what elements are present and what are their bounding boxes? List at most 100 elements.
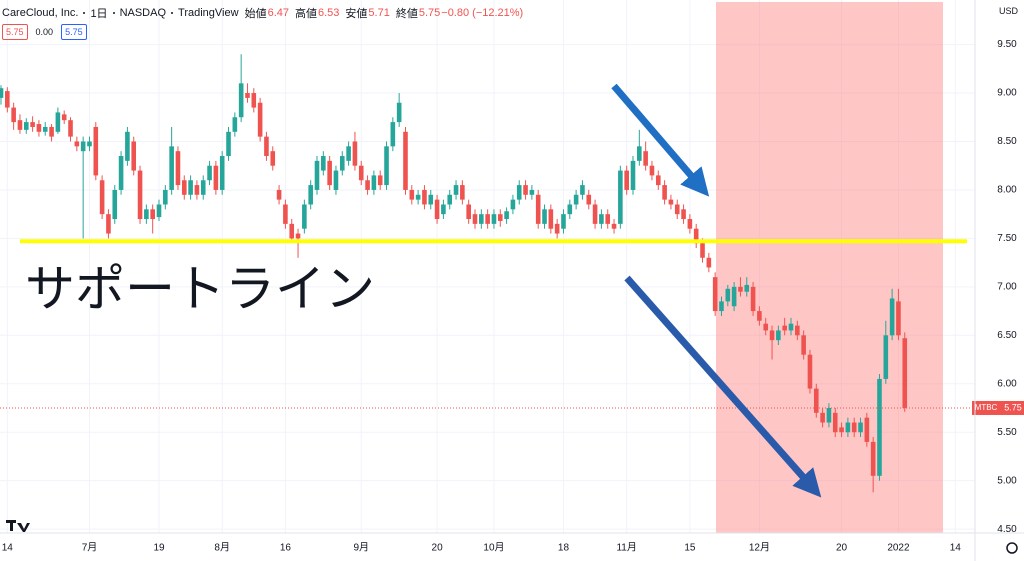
candle-body [877, 378, 882, 476]
x-tick-label: 20 [836, 543, 848, 554]
candle-body [668, 199, 674, 205]
candle-body [213, 165, 219, 190]
arrow [611, 83, 710, 197]
candle-body [23, 122, 29, 130]
candle-body [529, 189, 535, 195]
candle-body [396, 102, 402, 123]
currency[interactable]: USD [998, 6, 1018, 16]
exchange: NASDAQ [119, 7, 167, 19]
candle-body [232, 117, 238, 132]
candle-body [655, 175, 661, 186]
candle-body [491, 214, 497, 224]
x-tick-label: 19 [153, 543, 165, 554]
candle-body [295, 233, 301, 239]
candle-body [769, 330, 775, 341]
candle-body [257, 102, 263, 137]
candle-body [586, 194, 592, 205]
candle-body [485, 214, 490, 224]
x-tick-label: 16 [280, 543, 292, 554]
ohlc-label: 始値 [244, 8, 267, 20]
y-tick-label: 5.00 [997, 475, 1017, 486]
candle-body [68, 120, 73, 137]
ohlc-value: 6.47 [267, 7, 289, 19]
candle-body [630, 160, 636, 190]
candle-body [371, 175, 377, 190]
y-tick-label: 6.50 [997, 330, 1017, 341]
interval[interactable]: 1日 [90, 8, 108, 20]
symbol: CareCloud, Inc. [2, 7, 79, 19]
x-tick-label: 14 [950, 543, 962, 554]
candle-body [219, 156, 225, 190]
candle-body [150, 209, 155, 220]
candle-body [839, 427, 844, 433]
candle-body [807, 354, 813, 389]
candle-body [731, 286, 737, 307]
candle-body [750, 286, 756, 312]
ohlc-label: 終値 [395, 8, 418, 20]
candle-body [80, 141, 86, 152]
candle-body [542, 209, 547, 224]
candle-body [561, 214, 566, 229]
x-tick-label: 8月 [214, 542, 230, 554]
y-tick-label: 6.00 [997, 378, 1017, 389]
header: CareCloud, Inc. 1日 NASDAQ TradingView 始値… [2, 5, 523, 21]
candle-body [763, 323, 769, 331]
logo [6, 520, 30, 532]
candle-body [592, 204, 598, 224]
y-tick-label: 7.00 [997, 281, 1017, 292]
candle-body [858, 422, 863, 433]
x-tick-label: 9月 [353, 542, 369, 554]
candle-body [377, 175, 383, 186]
candle-body [605, 214, 611, 224]
candle-body [466, 204, 471, 220]
candle-body [504, 211, 509, 220]
x-tick-label: 14 [2, 543, 14, 554]
candle-body [788, 323, 794, 331]
y-tick-label: 9.00 [997, 88, 1017, 99]
candle-body [813, 388, 819, 413]
x-tick-label: 15 [684, 543, 696, 554]
candle-body [358, 165, 364, 181]
candle-body [649, 165, 655, 176]
candle-body [415, 194, 421, 200]
candle-body [93, 126, 99, 176]
candle-body [472, 214, 478, 224]
candle-body [289, 223, 295, 239]
overlay-layer: 9.50 9.00 8.50 8.00 7.50 7.00 6.50 6.00 5.50 5.00… [0, 39, 1024, 554]
candle-body [674, 204, 680, 215]
candle-body [339, 156, 345, 171]
candle-body [479, 214, 484, 224]
chip: 0.00 [35, 27, 54, 37]
candle-body [637, 146, 642, 161]
settings-icon[interactable] [1006, 542, 1018, 554]
candle-body [434, 199, 440, 220]
candle-body [599, 214, 604, 224]
candle-body [700, 243, 705, 258]
candle-body [864, 417, 870, 442]
candle-body [321, 156, 326, 171]
x-tick-label: 12月 [749, 542, 770, 554]
candle-body [245, 93, 250, 98]
candle-body [409, 189, 415, 200]
candle-body [662, 185, 667, 200]
annotation-text: サポートライン [25, 261, 375, 317]
candle-body [554, 223, 560, 234]
candle-body [548, 209, 554, 229]
candle-body [832, 412, 838, 433]
candle-body [188, 180, 193, 195]
candle-body [693, 228, 699, 244]
candle-body [99, 180, 105, 215]
candle-body [194, 185, 200, 195]
candle-body [36, 124, 42, 132]
y-tick-label: 5.50 [997, 427, 1017, 438]
ohlc-label: 高値 [295, 8, 317, 20]
candle-body [251, 93, 257, 108]
last-price-tag [972, 400, 1024, 415]
candle-body [125, 131, 130, 161]
ohlc-value: 5.71 [368, 7, 390, 19]
chip: 5.75 [61, 24, 87, 40]
candle-body [687, 219, 693, 229]
chip: 5.75 [2, 24, 28, 40]
